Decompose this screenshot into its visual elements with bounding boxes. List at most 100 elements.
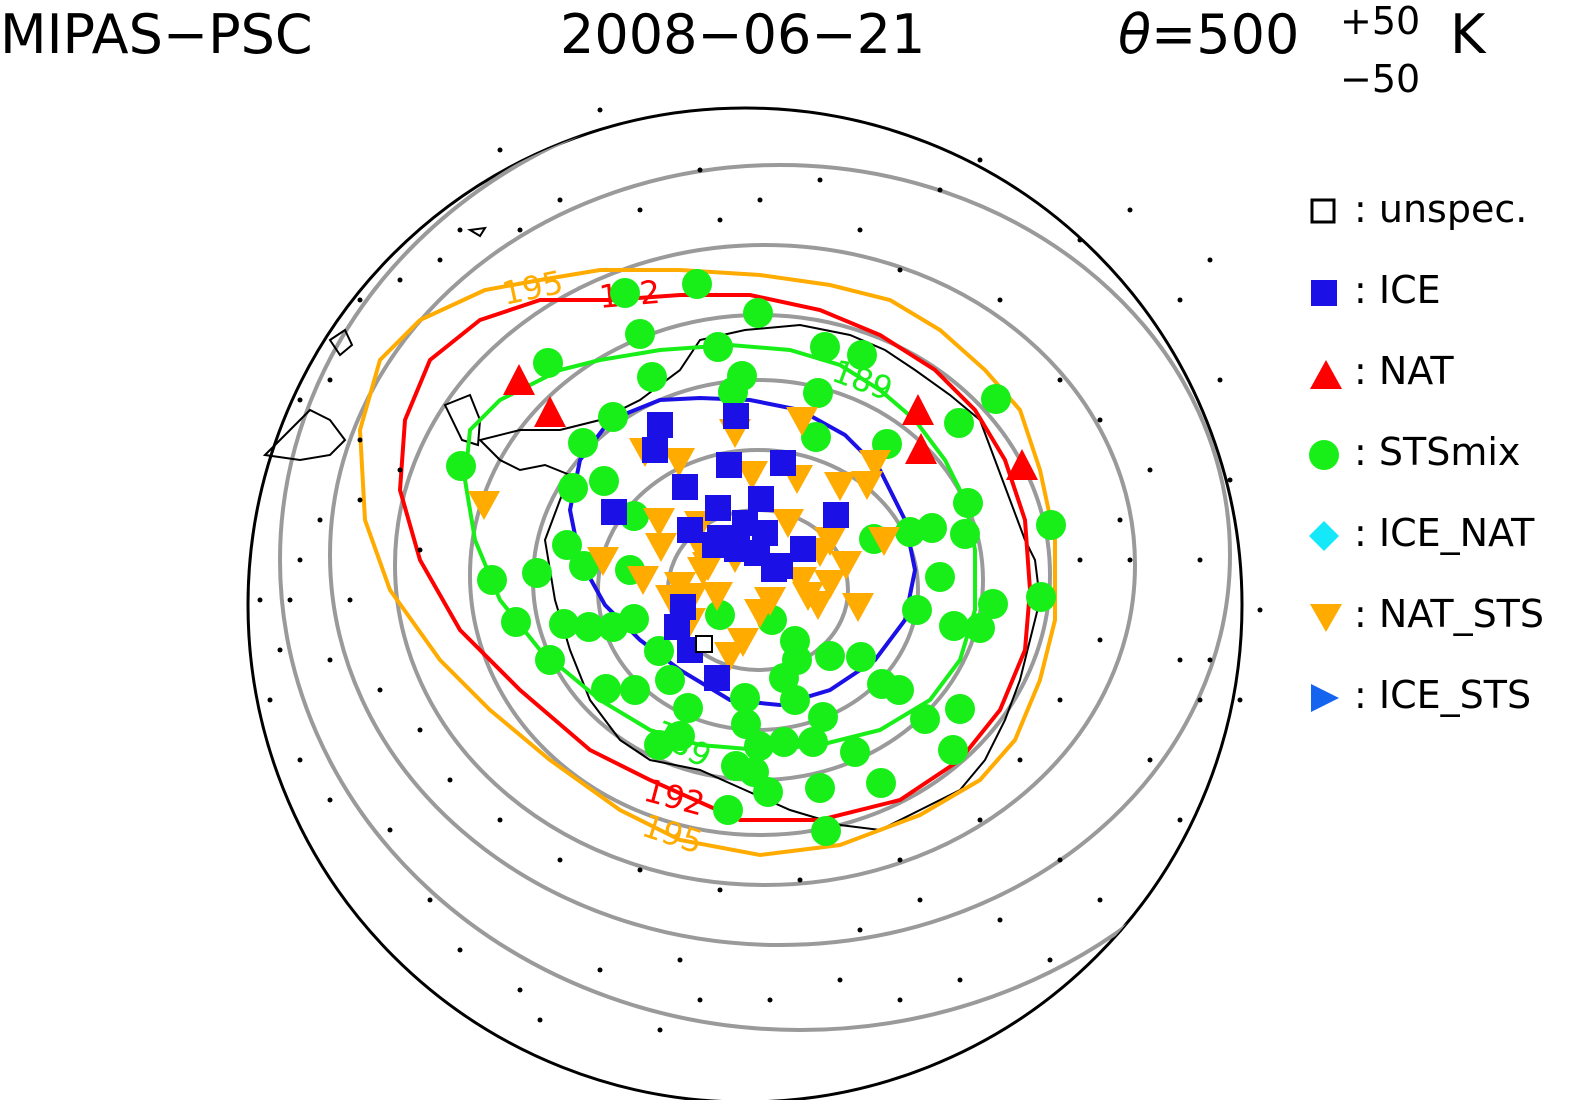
instrument-title: MIPAS−PSC [0, 3, 313, 66]
nat-point [1006, 449, 1038, 480]
nat-sts-point [859, 450, 891, 479]
map-boundary [246, 106, 1244, 1100]
stsmix-point [644, 636, 674, 666]
ice-point [723, 403, 749, 429]
stsmix-point [895, 517, 925, 547]
peninsula-coastline [443, 393, 482, 447]
unspec-dot [857, 927, 863, 933]
nat-sts-point [824, 472, 856, 501]
stsmix-point [620, 675, 650, 705]
unspec-dot [1177, 817, 1183, 823]
ice-point [770, 450, 796, 476]
ice-point [704, 665, 730, 691]
triangle-down-icon [1310, 604, 1342, 632]
nat-sts-point [468, 491, 500, 520]
unspec-dot [457, 227, 463, 233]
diamond-icon [1309, 521, 1339, 551]
ice-point [664, 614, 690, 640]
stsmix-point [1036, 510, 1066, 540]
stsmix-point [589, 466, 619, 496]
latitude-circle [278, 108, 1242, 1032]
nat-point [902, 394, 934, 425]
nat-sts-point [786, 407, 818, 436]
unspec-dot [557, 197, 563, 203]
stsmix-point [902, 595, 932, 625]
ice-point [716, 452, 742, 478]
ice-point [642, 437, 668, 463]
unspec-dot [357, 297, 363, 303]
unspecified-dots [257, 107, 1263, 1033]
unspec-dot [447, 777, 453, 783]
legend-label-ice-sts: : ICE_STS [1354, 673, 1532, 717]
unspec-dot [1077, 557, 1083, 563]
unspec-dot [1127, 557, 1133, 563]
unspec-dot [537, 1017, 543, 1023]
unspec-dot [1097, 417, 1103, 423]
unspec-dot [1127, 207, 1133, 213]
unspec-dot [1097, 897, 1103, 903]
unspec-dot [1177, 297, 1183, 303]
nat-sts-point [692, 552, 724, 581]
stsmix-point [798, 727, 828, 757]
unspec-dot [457, 947, 463, 953]
stsmix-point [655, 665, 685, 695]
stsmix-point [884, 675, 914, 705]
theta-subscript: −50 [1340, 57, 1421, 101]
stsmix-point [978, 589, 1008, 619]
stsmix-point [610, 278, 640, 308]
unspec-dot [397, 277, 403, 283]
island-coastline [328, 328, 354, 357]
nat-point [534, 396, 566, 427]
ice-markers [601, 403, 849, 691]
triangle-right-icon [1311, 684, 1339, 712]
stsmix-point [840, 737, 870, 767]
ice-point [748, 486, 774, 512]
unspec-dot [347, 597, 353, 603]
nat-point [905, 433, 937, 464]
unspec-dot [677, 957, 683, 963]
contour-186 [567, 395, 918, 708]
nat-sts-point [645, 533, 677, 562]
unspec-dot [1117, 517, 1123, 523]
unspec-dot [387, 827, 393, 833]
unspec-dot [897, 857, 903, 863]
unspec-dot [1207, 257, 1213, 263]
nat-markers [503, 364, 1038, 480]
unspec-dot [287, 597, 293, 603]
stsmix-point [568, 428, 598, 458]
stsmix-point [753, 777, 783, 807]
stsmix-point [598, 402, 628, 432]
unspec-dot [757, 197, 763, 203]
ice-point [761, 556, 787, 582]
stsmix-point [703, 332, 733, 362]
antarctica-coastline [478, 323, 1042, 832]
stsmix-point [533, 348, 563, 378]
unspec-dot [317, 517, 323, 523]
legend-item-unspec: : unspec. [1308, 190, 1578, 277]
stsmix-point [625, 319, 655, 349]
nat-sts-point [772, 509, 804, 538]
unspec-dot [327, 797, 333, 803]
stsmix-point [801, 422, 831, 452]
unspec-dot [797, 877, 803, 883]
stsmix-point [810, 332, 840, 362]
legend-item-ice-sts: : ICE_STS [1308, 676, 1578, 763]
nat-sts-point [736, 461, 768, 490]
square-icon [1311, 280, 1337, 306]
unspec-dot [717, 217, 723, 223]
contour-189 [462, 342, 977, 753]
unspec-dot [897, 997, 903, 1003]
legend-item-ice-nat: : ICE_NAT [1308, 514, 1578, 601]
unspec-dot [297, 557, 303, 563]
island-coastline [467, 226, 487, 238]
unspec-marker [695, 635, 713, 653]
unspec-dot [1237, 697, 1243, 703]
unspec-dot [917, 897, 923, 903]
unspec-dot [977, 817, 983, 823]
stsmix-point [953, 488, 983, 518]
unspec-dot [897, 267, 903, 273]
legend-item-nat: : NAT [1308, 352, 1578, 439]
stsmix-point [744, 731, 774, 761]
unspec-dot [1147, 757, 1153, 763]
unspec-dot [357, 437, 363, 443]
